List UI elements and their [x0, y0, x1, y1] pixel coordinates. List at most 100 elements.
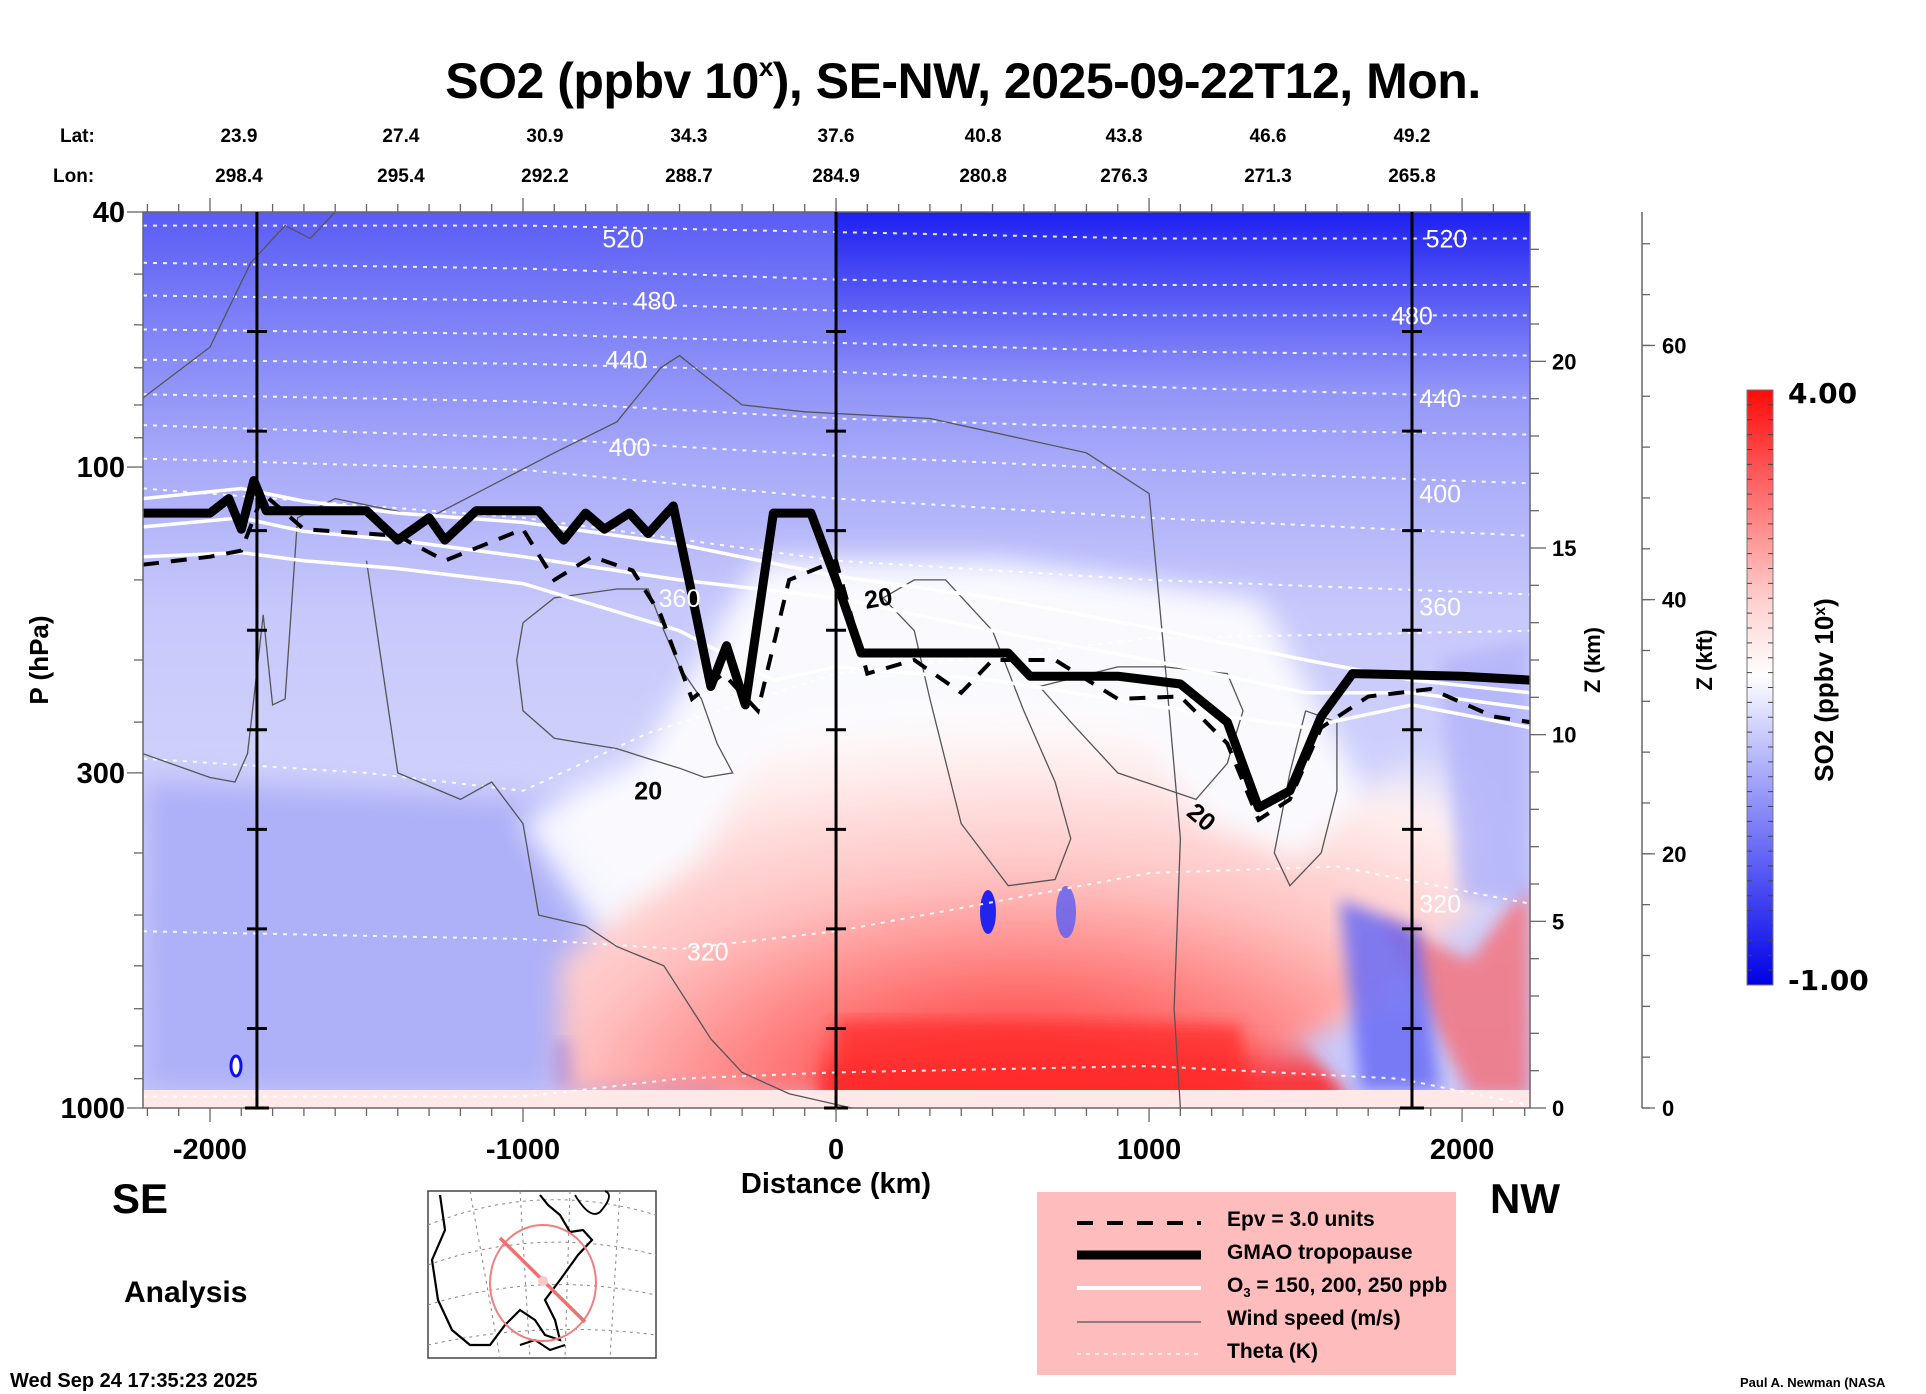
lon-row-label: Lon:: [53, 166, 95, 187]
theta-label: 400: [609, 434, 651, 462]
lat-value: 43.8: [1105, 126, 1143, 147]
lon-value: 271.3: [1244, 166, 1292, 187]
theta-label: 520: [602, 226, 644, 254]
z-kft-tick-label: 0: [1662, 1096, 1674, 1121]
legend-item-theta: Theta (K): [1227, 1340, 1318, 1363]
legend-swatch-wind: [1077, 1321, 1201, 1323]
colorbar-ticks: [1747, 404, 1773, 971]
map-center-point: [538, 1276, 548, 1286]
so2-field-nw-red: [1380, 880, 1530, 1095]
legend-item-tropopause: GMAO tropopause: [1227, 1241, 1413, 1264]
ozone-line: [143, 486, 1530, 695]
legend-swatch-theta: [1077, 1353, 1201, 1355]
map-greenland: [574, 1190, 610, 1215]
theta-label: 320: [1419, 891, 1461, 919]
x-tick-label: -2000: [173, 1134, 247, 1166]
lon-value: 298.4: [215, 166, 263, 187]
x-tick-label: 1000: [1117, 1134, 1182, 1166]
theta-line: [143, 865, 1530, 951]
theta-label: 480: [634, 288, 676, 316]
z-kft-axis-title: Z (kft): [1692, 629, 1717, 690]
so2-field-nw-blue-column: [1340, 900, 1440, 1090]
theta-label: 360: [659, 585, 701, 613]
wind-speed-label: 20: [862, 582, 894, 614]
wind-speed-contour: [143, 354, 1182, 1108]
so2-field-nw-strat: [836, 212, 1530, 392]
z-km-tick-label: 20: [1552, 349, 1576, 374]
colorbar-title: SO2 (ppbv 10x): [1809, 598, 1839, 782]
wind-speed-label: 20: [634, 777, 662, 805]
lat-row-label: Lat:: [60, 126, 95, 147]
lat-value: 27.4: [382, 126, 420, 147]
lon-value: 280.8: [959, 166, 1007, 187]
legend-swatch-tropopause: [1077, 1250, 1201, 1260]
z-km-tick-label: 15: [1552, 536, 1576, 561]
y-tick-label: 40: [93, 197, 125, 229]
z-km-tick-label: 5: [1552, 909, 1564, 934]
axes: -2000 -1000 0 1000 2000 40 100 300 1000 0 5 10 15 20 0…: [60, 197, 1686, 1166]
lat-value: 49.2: [1393, 126, 1431, 147]
z-km-tick-label: 0: [1552, 1096, 1564, 1121]
z-kft-tick-label: 60: [1662, 333, 1686, 358]
z-kft-tick-label: 40: [1662, 588, 1686, 613]
y-tick-label: 100: [77, 452, 125, 484]
theta-line: [143, 457, 1530, 537]
so2-field-blue-cell: [229, 1054, 243, 1078]
map-range-circle: [489, 1224, 597, 1342]
so2-field-blue-cell: [1056, 886, 1076, 938]
mode-label: Analysis: [124, 1276, 248, 1309]
locator-map-frame: [427, 1190, 657, 1359]
theta-label: 440: [1419, 385, 1461, 413]
x-tick-label: -1000: [486, 1134, 560, 1166]
lon-value: 265.8: [1388, 166, 1436, 187]
direction-right-label: NW: [1490, 1175, 1560, 1222]
wind-speed-contour: [516, 588, 734, 779]
locator-map: [427, 1190, 657, 1359]
theta-label: 400: [1419, 481, 1461, 509]
lat-value: 46.6: [1249, 126, 1287, 147]
so2-field-red-plume: [560, 650, 1480, 1100]
lon-value: 288.7: [665, 166, 713, 187]
theta-line: [143, 1064, 1530, 1107]
z-kft-tick-label: 20: [1662, 842, 1686, 867]
z-km-axis-title: Z (km): [1580, 627, 1605, 693]
lon-value: 292.2: [521, 166, 569, 187]
lat-value: 23.9: [220, 126, 258, 147]
legend-swatch-epv: [1077, 1221, 1201, 1225]
credit: Paul A. Newman (NASA: [1740, 1375, 1886, 1390]
map-caribbean: [519, 1338, 566, 1352]
lat-value: 40.8: [964, 126, 1002, 147]
wind-speed-contour: [143, 212, 336, 399]
lon-value: 284.9: [812, 166, 860, 187]
timestamp: Wed Sep 24 17:35:23 2025: [10, 1370, 258, 1392]
theta-line: [143, 629, 1530, 792]
x-tick-label: 0: [828, 1134, 844, 1166]
lon-value: 276.3: [1100, 166, 1148, 187]
legend-swatch-ozone: [1077, 1286, 1201, 1290]
y-tick-label: 1000: [60, 1093, 125, 1125]
lat-value: 30.9: [526, 126, 564, 147]
lon-value: 295.4: [377, 166, 425, 187]
colorbar-min-label: -1.00: [1788, 964, 1869, 997]
legend: Epv = 3.0 units GMAO tropopause O3 = 150…: [1037, 1192, 1456, 1375]
colorbar-max-label: 4.00: [1788, 377, 1857, 410]
wind-speed-contour: [882, 579, 1072, 887]
y-tick-label: 300: [77, 758, 125, 790]
map-coastline: [430, 1194, 594, 1347]
legend-item-wind: Wind speed (m/s): [1227, 1307, 1401, 1330]
so2-field-blue-cell: [980, 890, 996, 934]
chart-title: SO2 (ppbv 10x), SE-NW, 2025-09-22T12, Mo…: [445, 52, 1481, 109]
y-axis-title: P (hPa): [24, 615, 54, 704]
wind-speed-contour: [365, 560, 852, 1108]
theta-label: 520: [1426, 226, 1468, 254]
ozone-line: [143, 550, 1530, 730]
theta-label: 360: [1419, 593, 1461, 621]
legend-item-ozone: O3 = 150, 200, 250 ppb: [1227, 1274, 1448, 1301]
z-km-tick-label: 10: [1552, 723, 1576, 748]
direction-left-label: SE: [112, 1175, 169, 1222]
lat-value: 37.6: [817, 126, 855, 147]
x-axis-title: Distance (km): [741, 1168, 931, 1200]
legend-item-epv: Epv = 3.0 units: [1227, 1208, 1375, 1231]
lat-value: 34.3: [670, 126, 708, 147]
tropopause-line: [143, 476, 1530, 813]
